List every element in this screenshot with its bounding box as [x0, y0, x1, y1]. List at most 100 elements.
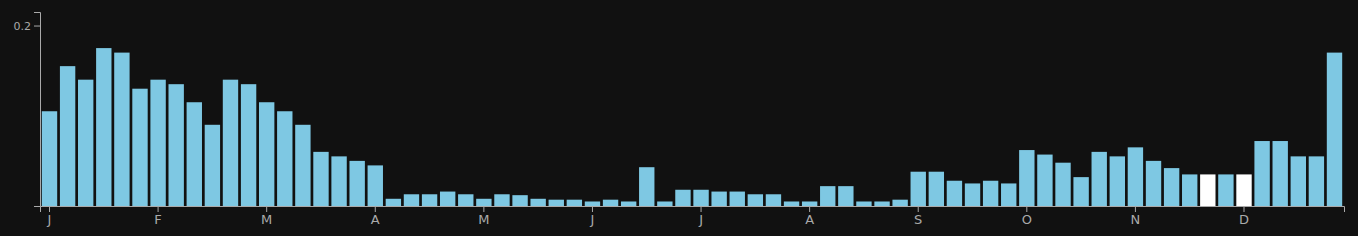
bar: [530, 199, 545, 206]
plot: J F M A M J J A S O N D 0.2: [14, 13, 1345, 228]
bar: [1146, 161, 1161, 206]
bar: [657, 201, 672, 206]
bar: [150, 80, 165, 206]
tick-label: N: [1131, 212, 1141, 227]
tick-label: J: [47, 212, 52, 227]
bar: [1073, 177, 1088, 206]
bar: [1128, 147, 1143, 206]
tick-label: A: [805, 212, 814, 227]
bar: [277, 111, 292, 206]
bar: [1218, 174, 1233, 206]
bar: [132, 89, 147, 206]
tick: S: [914, 206, 922, 227]
tick: N: [1131, 206, 1141, 227]
tick-mark: [918, 206, 919, 212]
bar: [223, 80, 238, 206]
bar: [585, 201, 600, 206]
tick-label: F: [154, 212, 161, 227]
bar: [1110, 156, 1125, 206]
tick-label: S: [914, 212, 922, 227]
bar: [114, 53, 129, 206]
bar: [730, 192, 745, 206]
tick-mark: [592, 206, 593, 212]
bar: [187, 102, 202, 206]
bar: [458, 194, 473, 206]
bar: [947, 181, 962, 206]
axis-line: [34, 13, 41, 207]
tick: J: [47, 206, 52, 227]
tick-mark: [266, 206, 267, 212]
bar: [874, 201, 889, 206]
tick-mark: [158, 206, 159, 212]
tick: A: [805, 206, 814, 227]
bar: [1001, 183, 1016, 206]
tick-label: D: [1239, 212, 1249, 227]
bar: [621, 201, 636, 206]
bar: [911, 172, 926, 206]
tick-label: A: [371, 212, 380, 227]
tick: A: [371, 206, 380, 227]
x-axis: JFMAMJJASOND: [41, 206, 1345, 227]
tick-label: 0.2: [14, 20, 32, 33]
bar: [168, 84, 183, 206]
bar: [1236, 174, 1251, 206]
bar: [1019, 150, 1034, 206]
bar: [512, 195, 527, 206]
tick-label: J: [590, 212, 595, 227]
bar: [929, 172, 944, 206]
bar: [494, 194, 509, 206]
bar: [349, 161, 364, 206]
bar: [965, 183, 980, 206]
bar: [856, 201, 871, 206]
bar: [820, 186, 835, 206]
bar: [331, 156, 346, 206]
tick: F: [154, 206, 161, 227]
bar: [838, 186, 853, 206]
tick-label: M: [478, 212, 489, 227]
bar: [1200, 174, 1215, 206]
bar: [983, 181, 998, 206]
bar: [1273, 141, 1288, 206]
bar: [422, 194, 437, 206]
bar: [603, 200, 618, 206]
tick: D: [1239, 206, 1249, 227]
y-axis: 0.2: [14, 13, 41, 207]
bar: [476, 199, 491, 206]
tick-label: O: [1022, 212, 1032, 227]
bar: [1291, 156, 1306, 206]
bar: [313, 152, 328, 206]
tick: M: [261, 206, 272, 227]
bar: [1327, 53, 1342, 206]
bar: [440, 192, 455, 206]
chart: J F M A M J J A S O N D 0.2: [0, 0, 1358, 236]
bar: [1182, 174, 1197, 206]
bar: [711, 192, 726, 206]
bar: [549, 200, 564, 206]
bar: [404, 194, 419, 206]
tick-mark: [809, 206, 810, 212]
bar: [675, 190, 690, 206]
bar: [1164, 168, 1179, 206]
bar: [259, 102, 274, 206]
bar: [78, 80, 93, 206]
tick-mark: [701, 206, 702, 212]
bar: [892, 200, 907, 206]
bar: [205, 125, 220, 206]
bar: [1037, 155, 1052, 206]
tick-mark: [375, 206, 376, 212]
bars: [42, 48, 1342, 206]
bar: [241, 84, 256, 206]
bar: [42, 111, 57, 206]
tick: O: [1022, 206, 1032, 227]
tick-mark: [1135, 206, 1136, 212]
tick-mark: [34, 26, 40, 27]
bar: [96, 48, 111, 206]
bar: [567, 200, 582, 206]
bar: [60, 66, 75, 206]
tick-label: J: [698, 212, 703, 227]
tick-label: M: [261, 212, 272, 227]
bar: [766, 194, 781, 206]
bar: [802, 201, 817, 206]
bar: [639, 167, 654, 206]
bar: [1254, 141, 1269, 206]
